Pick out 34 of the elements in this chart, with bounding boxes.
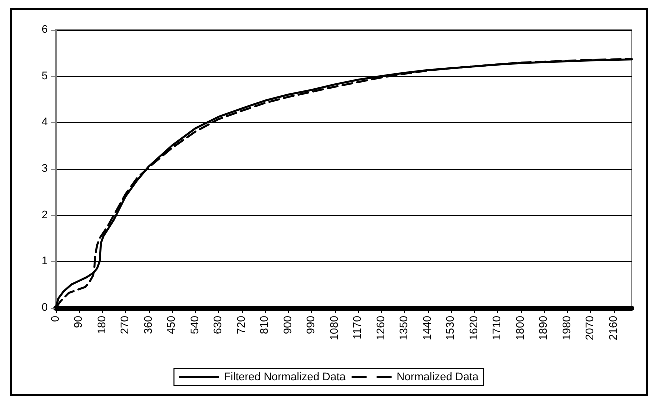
x-tick-label: 270: [120, 316, 132, 334]
y-tick-label: 0: [42, 302, 48, 314]
x-tick-label: 1980: [561, 316, 574, 340]
x-tick-label: 990: [306, 316, 318, 334]
y-tick-label: 1: [42, 256, 48, 268]
legend-label: Filtered Normalized Data: [224, 372, 347, 384]
x-tick-label: 360: [142, 316, 155, 334]
x-tick-label: 1710: [492, 316, 504, 340]
x-tick-label: 1440: [422, 316, 434, 340]
x-tick-label: 1890: [538, 316, 550, 340]
x-tick-label: 1800: [514, 316, 527, 340]
y-tick-label: 6: [42, 24, 48, 36]
x-tick-label: 540: [189, 316, 202, 334]
x-tick-label: 1170: [352, 316, 364, 340]
x-tick-label: 90: [73, 316, 86, 328]
x-tick-label: 2070: [584, 316, 597, 340]
x-tick-label: 0: [50, 316, 62, 322]
x-tick-label: 2160: [608, 316, 620, 340]
x-tick-label: 1620: [468, 316, 480, 340]
legend-label: Normalized Data: [396, 372, 480, 384]
x-tick-label: 720: [236, 316, 248, 334]
x-tick-label: 900: [282, 316, 294, 334]
x-tick-label: 1260: [375, 316, 388, 340]
y-tick-label: 2: [42, 209, 48, 222]
y-tick-label: 5: [42, 70, 48, 82]
y-tick-label: 4: [42, 116, 48, 129]
x-tick-label: 810: [259, 316, 272, 334]
x-tick-label: 1350: [398, 316, 411, 340]
x-tick-label: 180: [96, 316, 108, 334]
x-tick-label: 1530: [445, 316, 458, 340]
x-tick-label: 450: [166, 316, 178, 334]
x-tick-label: 630: [212, 316, 225, 334]
x-tick-label: 1080: [328, 316, 341, 340]
y-tick-label: 3: [42, 163, 48, 175]
